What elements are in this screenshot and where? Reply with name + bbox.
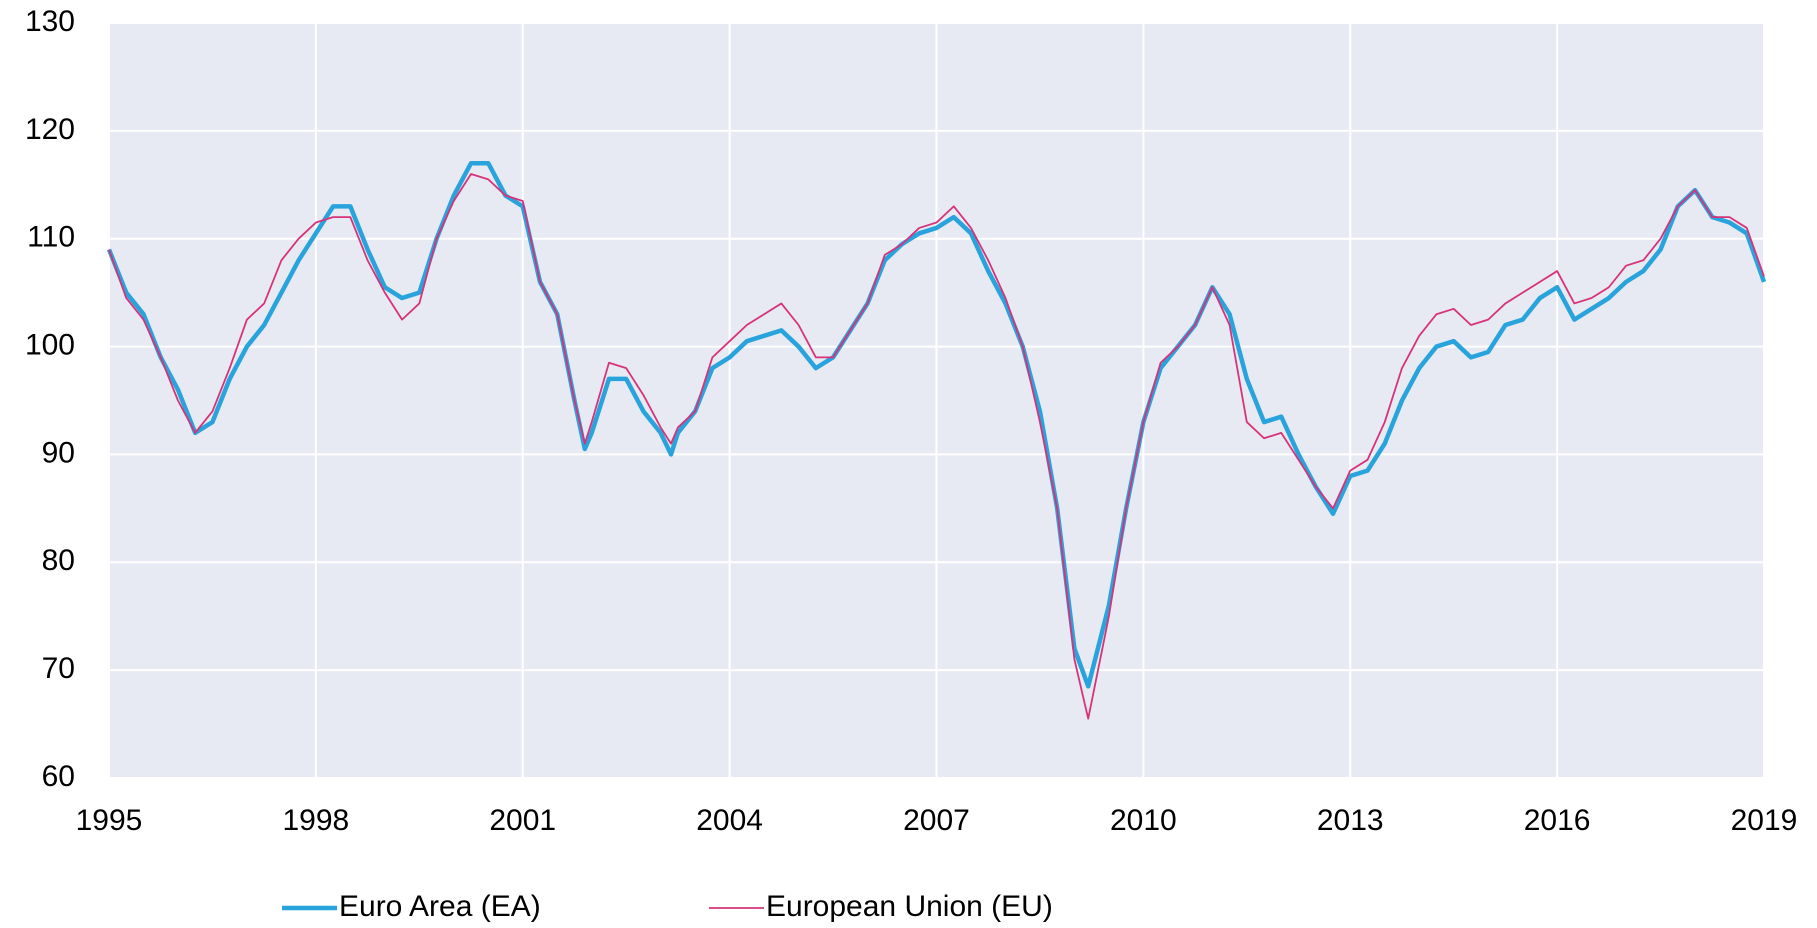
x-tick-label: 2013 xyxy=(1317,804,1384,837)
y-tick-label: 130 xyxy=(25,5,75,38)
x-tick-label: 2007 xyxy=(903,804,970,837)
x-tick-label: 1995 xyxy=(76,804,143,837)
y-tick-label: 100 xyxy=(25,328,75,361)
y-tick-label: 120 xyxy=(25,113,75,146)
y-tick-label: 90 xyxy=(42,436,75,469)
y-tick-label: 110 xyxy=(27,221,75,254)
x-tick-label: 2001 xyxy=(489,804,556,837)
data-line xyxy=(106,160,1767,689)
y-tick-label: 80 xyxy=(42,544,75,577)
x-tick-label: 2010 xyxy=(1110,804,1177,837)
x-tick-label: 2004 xyxy=(696,804,763,837)
y-tick-label: 70 xyxy=(42,652,75,685)
legend-label: European Union (EU) xyxy=(766,890,1053,923)
legend-label: Euro Area (EA) xyxy=(339,890,541,923)
x-tick-label: 2016 xyxy=(1524,804,1591,837)
x-tick-label: 2019 xyxy=(1731,804,1798,837)
x-tick-label: 1998 xyxy=(283,804,350,837)
data-line xyxy=(108,173,1765,720)
y-tick-label: 60 xyxy=(42,760,75,793)
